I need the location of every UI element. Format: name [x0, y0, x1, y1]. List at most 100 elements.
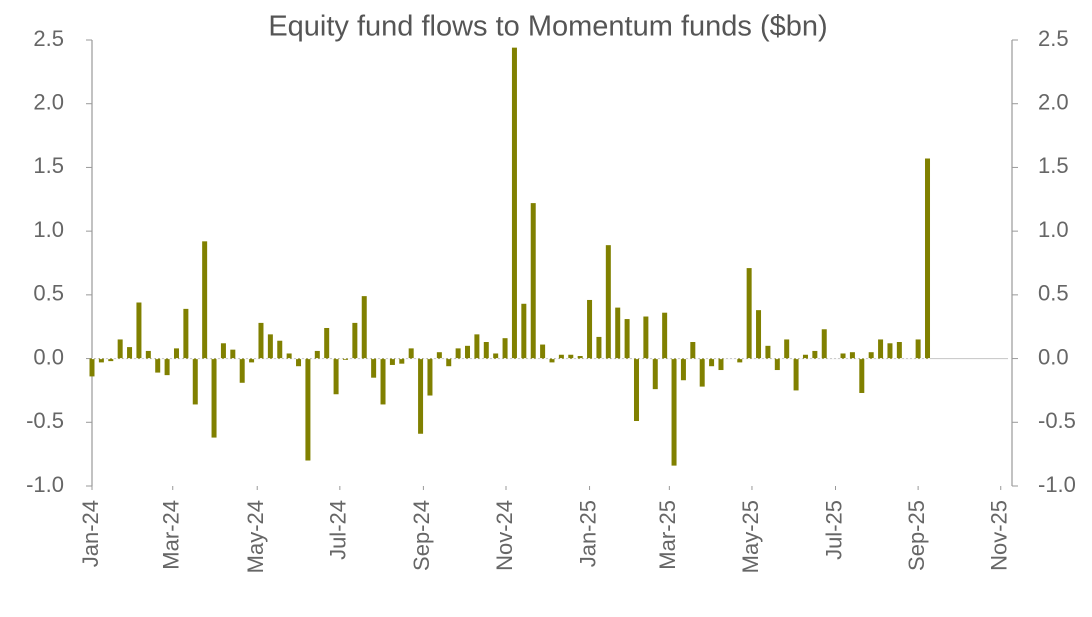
bar	[230, 349, 236, 359]
bar	[662, 312, 668, 359]
bar	[380, 358, 386, 405]
bar	[699, 358, 705, 387]
bar	[314, 350, 320, 359]
bar	[296, 358, 302, 367]
bar	[774, 358, 780, 371]
y2-tick-label: 2.5	[1038, 26, 1069, 51]
bar	[173, 348, 179, 359]
bar	[465, 345, 471, 359]
bar	[549, 358, 555, 363]
bar	[859, 358, 865, 393]
y-tick-label: 2.0	[33, 90, 64, 115]
x-tick-label: Mar-25	[655, 500, 680, 570]
bar	[896, 342, 902, 359]
y2-tick-label: 0.0	[1038, 344, 1069, 369]
bar	[530, 203, 536, 359]
bar	[446, 358, 452, 367]
bar	[493, 353, 499, 359]
bar	[89, 358, 95, 377]
bar	[502, 338, 508, 359]
y2-tick-label: 1.5	[1038, 153, 1069, 178]
bar	[540, 344, 546, 359]
bar	[220, 343, 226, 359]
x-tick-label: Jul-24	[326, 500, 351, 560]
bar	[258, 322, 264, 359]
bar	[455, 348, 461, 359]
bar	[690, 342, 696, 359]
bar	[399, 358, 405, 364]
bar	[361, 296, 367, 359]
y2-tick-label: 1.0	[1038, 217, 1069, 242]
bar	[840, 353, 846, 359]
x-tick-label: May-25	[738, 500, 763, 573]
y2-tick-label: 0.5	[1038, 281, 1069, 306]
bar	[202, 241, 208, 359]
bar	[643, 316, 649, 359]
x-tick-label: May-24	[243, 500, 268, 573]
bar	[511, 47, 517, 359]
bar	[633, 358, 639, 422]
bar	[915, 339, 921, 359]
bar	[868, 352, 874, 359]
chart-title: Equity fund flows to Momentum funds ($bn…	[268, 11, 827, 43]
bar	[615, 307, 621, 359]
bar	[239, 358, 245, 383]
bar	[277, 340, 283, 359]
bar	[249, 358, 255, 363]
bar	[108, 358, 114, 362]
bar	[98, 358, 104, 363]
bar	[474, 334, 480, 359]
bar	[568, 354, 574, 359]
bar	[577, 356, 583, 359]
bar	[286, 353, 292, 359]
y2-tick-label: 2.0	[1038, 90, 1069, 115]
y2-tick-label: -1.0	[1038, 472, 1076, 497]
bar	[746, 268, 752, 359]
bar	[389, 358, 395, 365]
bar	[408, 348, 414, 359]
x-tick-label: Sep-24	[409, 500, 434, 571]
bar	[436, 352, 442, 359]
bar	[427, 358, 433, 396]
bar	[624, 319, 630, 359]
bar	[305, 358, 311, 461]
x-tick-label: Nov-25	[987, 500, 1012, 571]
bar	[812, 350, 818, 359]
bar	[418, 358, 424, 434]
bar	[671, 358, 677, 466]
bar	[558, 354, 564, 359]
bar	[211, 358, 217, 438]
bar	[117, 339, 123, 359]
x-tick-label: Jan-24	[78, 500, 103, 567]
bar	[521, 303, 527, 359]
x-tick-label: Jul-25	[821, 500, 846, 560]
bar	[784, 339, 790, 359]
bar	[333, 358, 339, 395]
bar	[371, 358, 377, 378]
y-tick-label: 1.5	[33, 153, 64, 178]
bar	[342, 358, 348, 360]
bar	[596, 336, 602, 359]
y-tick-label: 0.5	[33, 281, 64, 306]
bar	[164, 358, 170, 376]
bar	[652, 358, 658, 390]
bar	[324, 327, 330, 359]
x-tick-label: Mar-24	[159, 500, 184, 570]
bar	[483, 342, 489, 359]
bar	[793, 358, 799, 391]
bar	[155, 358, 161, 373]
x-tick-label: Nov-24	[492, 500, 517, 571]
bar	[605, 245, 611, 359]
bar	[587, 299, 593, 359]
bar	[821, 329, 827, 359]
y-tick-label: 2.5	[33, 26, 64, 51]
y-tick-label: 0.0	[33, 344, 64, 369]
bar	[718, 358, 724, 371]
bar	[136, 302, 142, 359]
bar	[925, 158, 931, 359]
bar	[802, 354, 808, 359]
bar	[765, 345, 771, 359]
y-tick-label: 1.0	[33, 217, 64, 242]
y-tick-label: -1.0	[26, 472, 64, 497]
